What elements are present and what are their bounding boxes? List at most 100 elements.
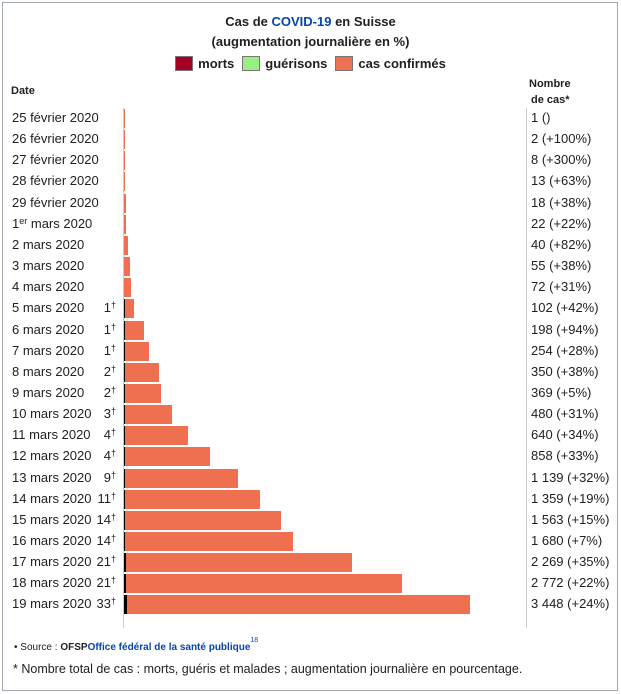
count-label: 72 (+31%) <box>531 279 592 295</box>
deaths-label: 2† <box>103 384 116 400</box>
bar-confirmed <box>124 109 125 128</box>
bar-deaths <box>124 426 125 446</box>
legend-label-deaths: morts <box>198 56 235 71</box>
bar-deaths <box>124 510 126 530</box>
bar-confirmed <box>124 320 144 340</box>
source-prefix: Source : <box>20 642 61 653</box>
bar-confirmed <box>124 426 189 446</box>
bar-deaths <box>124 468 125 488</box>
bar-deaths <box>124 489 125 509</box>
deaths-label: 14† <box>96 533 116 548</box>
deaths-label: 2† <box>103 363 116 379</box>
bar-confirmed <box>124 257 130 277</box>
count-label: 22 (+22%) <box>531 215 592 231</box>
count-label: 2 (+100%) <box>531 131 592 147</box>
deaths-label: 14† <box>96 511 116 527</box>
legend-label-confirmed: cas confirmés <box>358 56 446 71</box>
bar-confirmed <box>124 172 126 192</box>
bar-confirmed <box>124 235 128 255</box>
bar-confirmed <box>124 553 352 573</box>
date-label: 16 mars 2020 <box>12 533 92 548</box>
date-label: 8 mars 2020 <box>12 363 85 379</box>
date-label: 12 mars 2020 <box>12 448 92 464</box>
count-label: 480 (+31%) <box>531 406 599 422</box>
column-header-date: Date <box>11 85 35 97</box>
date-label: 15 mars 2020 <box>12 511 92 527</box>
column-header-count-1: Nombre <box>529 78 571 90</box>
count-label: 350 (+38%) <box>531 363 599 379</box>
date-label: 10 mars 2020 <box>12 406 92 422</box>
deaths-label: 3† <box>103 406 116 422</box>
date-label: 26 février 2020 <box>12 131 99 147</box>
count-label: 40 (+82%) <box>531 236 592 252</box>
date-label: 17 mars 2020 <box>12 554 92 570</box>
legend-swatch-recoveries <box>242 56 261 71</box>
source-abbrev: OFSP <box>60 642 88 653</box>
bar-deaths <box>124 362 125 382</box>
deaths-label: 1† <box>103 321 116 337</box>
date-label: 14 mars 2020 <box>12 490 92 506</box>
source-line: • Source : OFSPOffice fédéral de la sant… <box>14 637 258 655</box>
count-label: 858 (+33%) <box>531 448 599 464</box>
bar-confirmed <box>124 595 470 615</box>
bar-confirmed <box>124 151 125 171</box>
count-label: 1 680 (+7%) <box>531 533 603 548</box>
count-label: 18 (+38%) <box>531 194 592 210</box>
bar-confirmed <box>124 405 173 425</box>
bar-confirmed <box>124 362 160 382</box>
bar-confirmed <box>124 341 150 361</box>
deaths-label: 4† <box>103 427 116 443</box>
bar-deaths <box>124 320 125 340</box>
legend-item-confirmed: cas confirmés <box>335 56 446 71</box>
source-reference[interactable]: 18 <box>250 637 259 644</box>
bar-confirmed <box>124 383 162 403</box>
bar-confirmed <box>124 214 127 234</box>
date-label: 5 mars 2020 <box>12 300 85 316</box>
date-label: 7 mars 2020 <box>12 342 85 358</box>
date-label: 28 février 2020 <box>12 173 99 189</box>
date-label: 25 février 2020 <box>12 110 99 125</box>
count-label: 3 448 (+24%) <box>531 596 610 612</box>
date-label: 29 février 2020 <box>12 194 99 210</box>
date-label: 19 mars 2020 <box>12 596 92 612</box>
source-link[interactable]: Office fédéral de la santé publique <box>87 642 251 653</box>
deaths-label: 9† <box>103 469 116 485</box>
deaths-label: 21† <box>96 554 116 570</box>
legend-item-recoveries: guérisons <box>242 56 327 71</box>
count-label: 1 139 (+32%) <box>531 469 610 485</box>
count-label: 2 772 (+22%) <box>531 575 610 591</box>
deaths-label: 1† <box>103 300 116 316</box>
count-label: 198 (+94%) <box>531 321 599 337</box>
count-label: 1 () <box>531 110 551 125</box>
title-prefix: Cas de <box>225 14 272 29</box>
date-label: 18 mars 2020 <box>12 575 92 591</box>
count-label: 1 563 (+15%) <box>531 511 610 527</box>
bar-deaths <box>124 299 125 319</box>
bar-confirmed <box>124 447 211 467</box>
deaths-label: 33† <box>96 596 116 612</box>
bar-confirmed <box>124 193 126 213</box>
chart-axis <box>123 108 124 628</box>
legend-label-recoveries: guérisons <box>265 56 328 71</box>
deaths-label: 4† <box>103 448 116 464</box>
deaths-label: 11† <box>97 490 116 506</box>
legend-swatch-confirmed <box>335 56 354 71</box>
bar-deaths <box>124 553 126 573</box>
date-label: 13 mars 2020 <box>12 469 92 485</box>
date-label: 3 mars 2020 <box>12 258 85 274</box>
date-label: 1er mars 2020 <box>12 215 93 231</box>
bar-deaths <box>124 383 125 403</box>
count-label: 55 (+38%) <box>531 258 592 274</box>
bar-confirmed <box>124 278 132 298</box>
bar-deaths <box>124 447 125 467</box>
date-label: 11 mars 2020 <box>12 427 91 443</box>
bar-deaths <box>124 574 126 594</box>
count-label: 102 (+42%) <box>531 300 599 316</box>
count-label: 8 (+300%) <box>531 152 592 168</box>
covid-link[interactable]: COVID-19 <box>271 14 332 29</box>
bar-confirmed <box>124 130 125 150</box>
bar-deaths <box>124 532 126 551</box>
count-column-divider <box>526 108 527 628</box>
date-label: 27 février 2020 <box>12 152 99 168</box>
